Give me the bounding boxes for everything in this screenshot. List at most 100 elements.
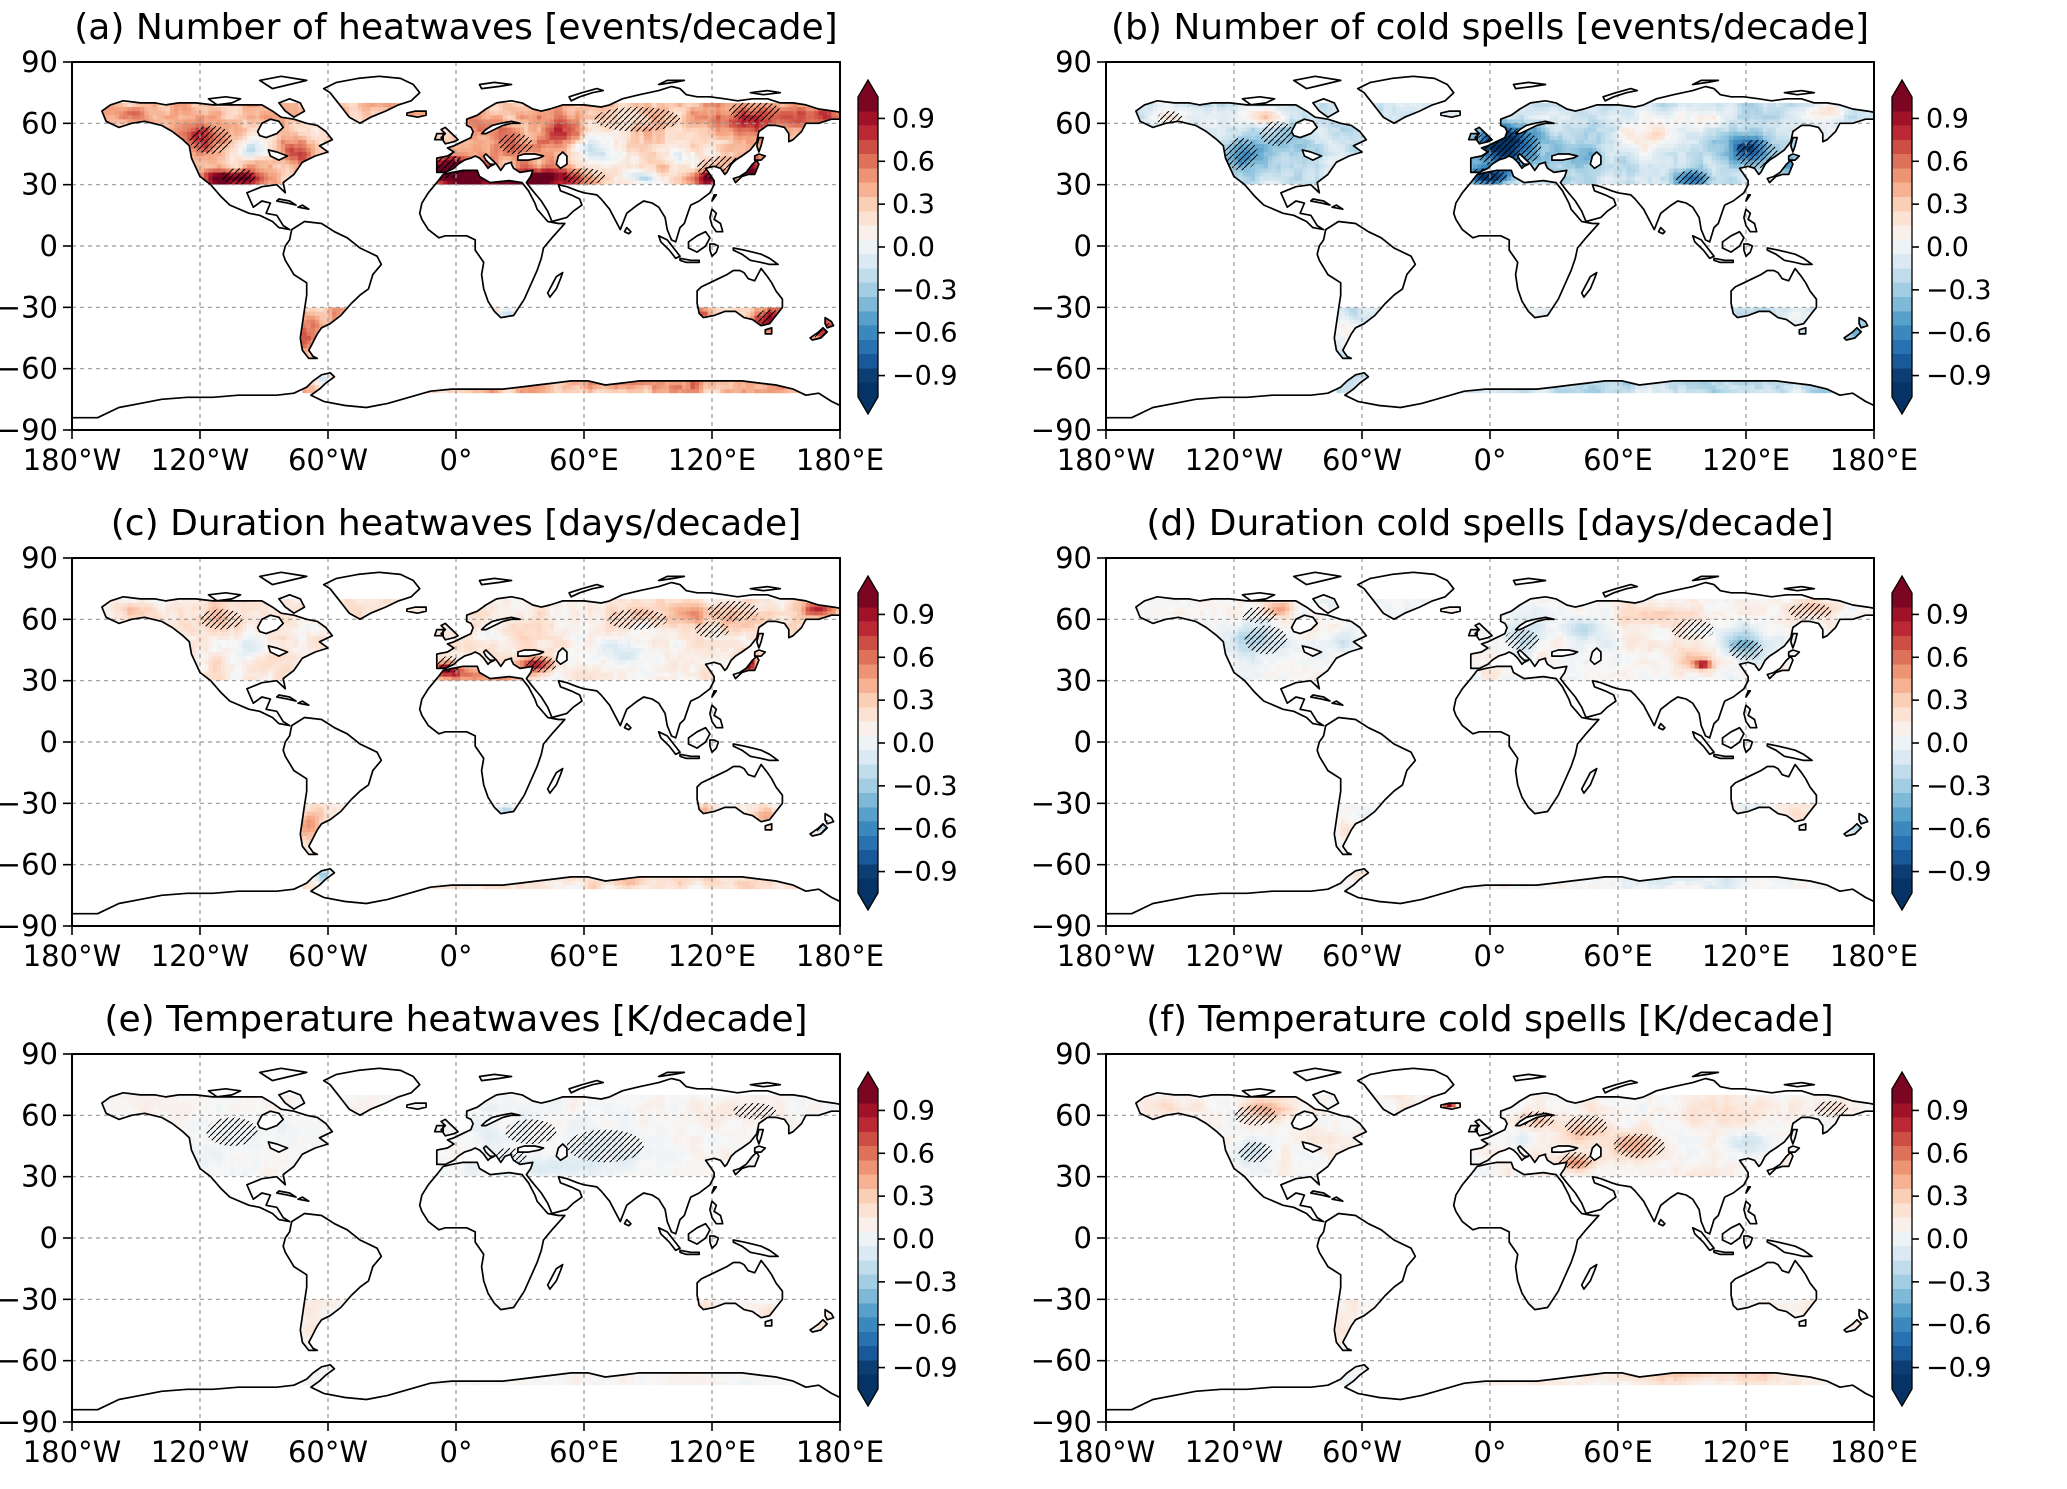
y-tick-label: −30 [1031,1282,1092,1316]
colorbar-tick-label: 0.9 [1926,599,1969,630]
colorbar-tick-label: 0.9 [892,1095,935,1126]
gridlines [1106,62,1874,430]
panel-f-title: (f) Temperature cold spells [K/decade] [1146,999,1834,1040]
coastlines [72,75,840,430]
axis-ticks: 180°W 120°W 60°W 0° 60°E 120°E 180°E 90 60 30 0 −30… [1031,541,1918,973]
y-tick-label: −90 [1031,909,1092,943]
y-tick-label: −60 [0,848,58,882]
x-tick-label: 180°E [1830,939,1918,973]
x-tick-label: 120°W [1185,1435,1284,1469]
axis-ticks: 180°W 120°W 60°W 0° 60°E 120°E 180°E 90 60 30 0 −30… [1031,1037,1918,1469]
colorbar-tick-label: −0.9 [892,857,958,888]
panel-a: (a) Number of heatwaves [events/decade] … [0,0,1033,497]
colorbar: 0.9 0.6 0.3 0.0 −0.3 −0.6 −0.9 [1891,574,1992,912]
panel-e-title: (e) Temperature heatwaves [K/decade] [104,999,808,1040]
x-tick-label: 120°W [1185,939,1284,973]
y-tick-label: −90 [1031,1405,1092,1439]
y-tick-label: 60 [1055,106,1092,140]
colorbar-tick-label: 0.3 [1926,189,1969,220]
axis-ticks: 180°W 120°W 60°W 0° 60°E 120°E 180°E 90 60 30 0 −30… [0,45,884,477]
y-tick-label: −30 [0,290,58,324]
x-tick-label: 60°W [1322,1435,1402,1469]
y-tick-label: −90 [0,909,58,943]
x-tick-label: 60°E [549,939,619,973]
x-tick-label: 60°W [1322,939,1402,973]
colorbar-tick-label: 0.6 [892,1138,935,1169]
colorbar: 0.9 0.6 0.3 0.0 −0.3 −0.6 −0.9 [857,78,958,416]
y-tick-label: 30 [1055,168,1092,202]
x-tick-label: 60°E [1583,443,1653,477]
colorbar-tick-label: 0.3 [892,189,935,220]
y-tick-label: 0 [1074,725,1092,759]
map-plot-area [1106,558,1874,926]
axis-ticks: 180°W 120°W 60°W 0° 60°E 120°E 180°E 90 60 30 0 −30… [1031,45,1918,477]
x-tick-label: 120°E [1702,1435,1790,1469]
y-tick-label: −30 [1031,290,1092,324]
axis-ticks: 180°W 120°W 60°W 0° 60°E 120°E 180°E 90 60 30 0 −30… [0,541,884,973]
x-tick-label: 120°E [1702,443,1790,477]
colorbar-tick-label: 0.3 [1926,685,1969,716]
y-tick-label: 90 [1055,45,1092,79]
x-tick-label: 120°E [668,443,756,477]
y-tick-label: 90 [1055,541,1092,575]
y-tick-label: 30 [21,1160,58,1194]
x-tick-label: 120°W [1185,443,1284,477]
x-tick-label: 180°W [1057,443,1156,477]
map-plot-area [72,1054,840,1422]
x-tick-label: 180°W [23,443,122,477]
colorbar-tick-label: 0.3 [892,1181,935,1212]
x-tick-label: 60°E [1583,1435,1653,1469]
x-tick-label: 60°W [288,443,368,477]
panel-b-title: (b) Number of cold spells [events/decade… [1110,7,1870,48]
colorbar-tick-label: 0.6 [1926,1138,1969,1169]
y-tick-label: 90 [21,541,58,575]
colorbar-tick-label: −0.9 [1926,1353,1992,1384]
colorbar: 0.9 0.6 0.3 0.0 −0.3 −0.6 −0.9 [1891,1070,1992,1408]
colorbar-tick-label: 0.0 [892,232,935,263]
x-tick-label: 0° [1474,1435,1507,1469]
map-d: 180°W 120°W 60°W 0° 60°E 120°E 180°E 90 60 30 0 −30… [1031,541,1992,973]
x-tick-label: 120°W [151,939,250,973]
y-tick-label: −60 [1031,848,1092,882]
y-tick-label: 30 [21,168,58,202]
gridlines [1106,558,1874,926]
colorbar-tick-label: −0.6 [1926,1310,1992,1341]
y-tick-label: −60 [1031,352,1092,386]
x-tick-label: 0° [1474,939,1507,973]
panel-e: (e) Temperature heatwaves [K/decade] 180… [0,992,1033,1489]
map-f: 180°W 120°W 60°W 0° 60°E 120°E 180°E 90 60 30 0 −30… [1031,1037,1992,1469]
colorbar-tick-label: −0.3 [892,275,958,306]
axis-ticks: 180°W 120°W 60°W 0° 60°E 120°E 180°E 90 60 30 0 −30… [0,1037,884,1469]
panel-d-title: (d) Duration cold spells [days/decade] [1146,503,1834,544]
y-tick-label: 90 [21,45,58,79]
colorbar-tick-label: −0.6 [892,814,958,845]
panel-c: (c) Duration heatwaves [days/decade] 180… [0,496,1033,993]
y-tick-label: −60 [0,1344,58,1378]
y-tick-label: 90 [21,1037,58,1071]
colorbar-tick-label: 0.0 [1926,232,1969,263]
coastlines [1106,571,1874,926]
x-tick-label: 180°W [1057,939,1156,973]
coastlines [72,1067,840,1422]
map-plot-area [72,558,840,926]
colorbar-tick-label: −0.9 [1926,857,1992,888]
y-tick-label: −30 [1031,786,1092,820]
x-tick-label: 60°W [1322,443,1402,477]
colorbar-tick-label: 0.9 [892,599,935,630]
colorbar-tick-label: 0.0 [1926,728,1969,759]
y-tick-label: 0 [40,1221,58,1255]
panel-c-title: (c) Duration heatwaves [days/decade] [110,503,802,544]
x-tick-label: 60°W [288,1435,368,1469]
y-tick-label: −30 [0,1282,58,1316]
map-plot-area [1106,1054,1874,1422]
x-tick-label: 0° [1474,443,1507,477]
panel-f: (f) Temperature cold spells [K/decade] 1… [1031,992,2067,1489]
x-tick-label: 180°E [796,1435,884,1469]
coastlines [72,571,840,926]
y-tick-label: 60 [21,1098,58,1132]
gridlines [72,1054,840,1422]
gridlines [72,558,840,926]
x-tick-label: 180°E [1830,443,1918,477]
y-tick-label: −60 [0,352,58,386]
